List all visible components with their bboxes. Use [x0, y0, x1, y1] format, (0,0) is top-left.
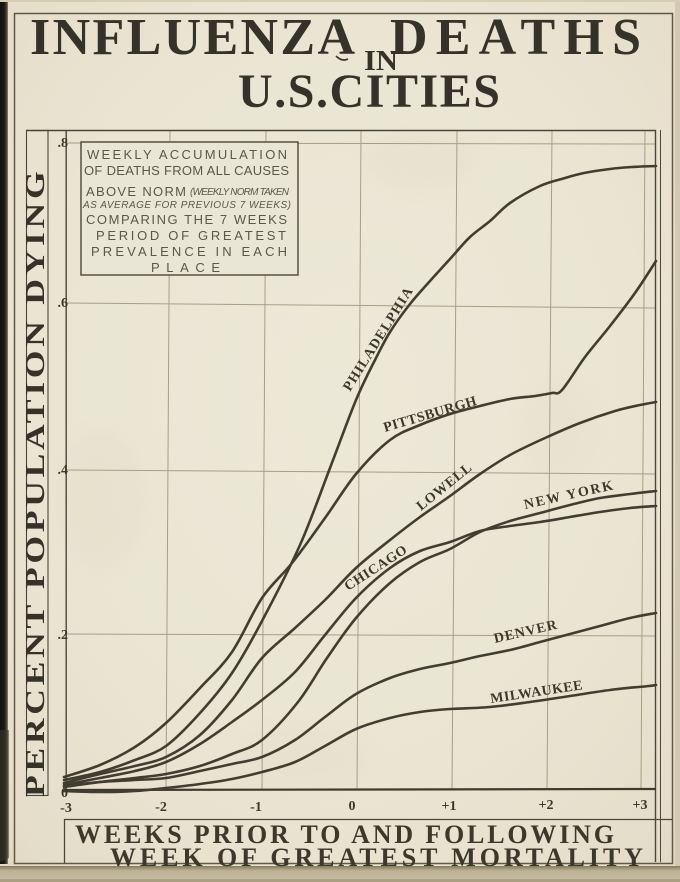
svg-text:PERIOD OF GREATEST: PERIOD OF GREATEST: [96, 228, 286, 243]
svg-text:-3: -3: [60, 801, 72, 816]
svg-text:.8: .8: [58, 136, 69, 151]
svg-text:INFLUENZA: INFLUENZA: [30, 9, 355, 66]
svg-text:COMPARING THE 7 WEEKS: COMPARING THE 7 WEEKS: [86, 212, 287, 227]
svg-text:IN: IN: [364, 45, 398, 77]
svg-text:+1: +1: [442, 799, 457, 814]
svg-text:WEEKLY ACCUMULATION: WEEKLY ACCUMULATION: [87, 147, 287, 162]
svg-text:-2: -2: [155, 800, 167, 815]
svg-text:(WEEKLY NORM TAKEN: (WEEKLY NORM TAKEN: [190, 187, 290, 198]
svg-text:0: 0: [61, 786, 68, 801]
svg-text:PREVALENCE IN EACH: PREVALENCE IN EACH: [91, 244, 287, 259]
svg-text:.4: .4: [58, 463, 69, 478]
svg-text:U.S.CITIES: U.S.CITIES: [238, 65, 500, 118]
svg-text:.6: .6: [58, 296, 69, 311]
svg-text:PLACE: PLACE: [151, 260, 220, 275]
svg-text:-1: -1: [250, 800, 262, 815]
svg-text:+3: +3: [633, 798, 648, 813]
svg-text:+2: +2: [539, 798, 554, 813]
svg-text:OF DEATHS FROM ALL CAUSES: OF DEATHS FROM ALL CAUSES: [84, 163, 289, 178]
svg-text:0: 0: [349, 799, 356, 814]
svg-text:.2: .2: [58, 628, 69, 643]
svg-text:PERCENT POPULATION DYING: PERCENT POPULATION DYING: [20, 171, 50, 797]
svg-text:AS AVERAGE FOR PREVIOUS 7 WEEK: AS AVERAGE FOR PREVIOUS 7 WEEKS): [82, 200, 291, 211]
svg-text:ABOVE NORM: ABOVE NORM: [86, 184, 186, 199]
